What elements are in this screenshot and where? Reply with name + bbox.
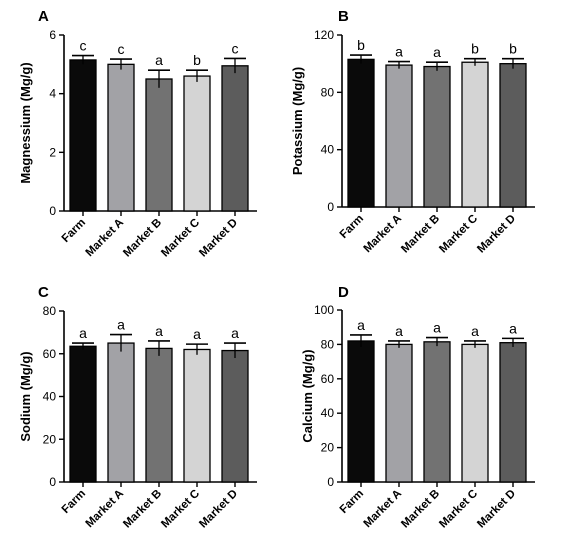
panel-b-significance-letter: a: [433, 44, 441, 60]
panel-b-significance-letter: b: [357, 37, 365, 53]
panel-a-y-tick-label: 6: [49, 28, 56, 42]
panel-c-significance-letter: a: [193, 326, 201, 342]
panel-c-significance-letter: a: [231, 325, 239, 341]
panel-c-bar: [221, 349, 249, 483]
panel-d-bar: [461, 343, 489, 483]
panel-b-significance-letter: b: [471, 41, 479, 57]
panel-c-x-tick-label: Market C: [159, 488, 202, 531]
panel-d-x-tick-label: Market B: [399, 488, 442, 531]
panel-a-bar: [183, 75, 211, 212]
panel-c-y-axis-label: Sodium (Mg/g): [18, 351, 33, 441]
panel-b-bar: [347, 58, 375, 208]
panel-a: A Magnessium (Mg/g) 0 2 4 6 c Farm c Market A a Mar…: [18, 8, 257, 259]
panel-c-bar: [145, 347, 173, 483]
panel-b-significance-letter: a: [395, 44, 403, 60]
panel-b-significance-letter: b: [509, 41, 517, 57]
panel-d-y-tick-label: 60: [321, 372, 335, 386]
panel-b-bar: [385, 64, 413, 208]
panel-a-significance-letter: c: [118, 41, 125, 57]
panel-b-y-tick-label: 40: [321, 143, 335, 157]
panel-a-significance-letter: b: [193, 52, 201, 68]
panel-a-significance-letter: c: [232, 40, 239, 56]
panel-d-significance-letter: a: [395, 323, 403, 339]
panel-a-y-tick-label: 0: [49, 204, 56, 218]
panel-d-x-tick-label: Market A: [362, 488, 405, 531]
panel-b-x-tick-label: Farm: [338, 213, 366, 241]
panel-a-bar: [145, 78, 173, 212]
panel-d-bar: [499, 342, 527, 483]
panel-d-x-tick-label: Market C: [437, 488, 480, 531]
panel-a-x-tick-label: Farm: [60, 217, 88, 245]
panel-d-x-tick-label: Market D: [475, 488, 518, 531]
panel-c-bar: [69, 345, 97, 483]
panel-a-y-tick-label: 4: [49, 87, 56, 101]
panel-c-x-tick-label: Market D: [197, 488, 240, 531]
panel-a-label: A: [38, 8, 49, 25]
panel-d-significance-letter: a: [357, 317, 365, 333]
panel-d-x-tick-label: Farm: [338, 488, 366, 516]
panel-a-y-tick-label: 2: [49, 145, 56, 159]
panel-a-bar: [107, 63, 135, 212]
panel-a-bar: [221, 65, 249, 212]
panel-d-y-tick-label: 40: [321, 406, 335, 420]
panel-d-y-tick-label: 0: [327, 475, 334, 489]
panel-d-y-tick-label: 100: [314, 303, 334, 317]
panel-b-y-tick-label: 80: [321, 85, 335, 99]
panel-d-y-axis-label: Calcium (Mg/g): [300, 349, 315, 442]
panel-a-bar: [69, 59, 97, 212]
panel-b-bar: [461, 61, 489, 208]
panel-b-label: B: [338, 8, 349, 25]
panel-d-significance-letter: a: [433, 320, 441, 336]
panel-c: C Sodium (Mg/g) 0 20 40 60 80 a Farm a Market A a Ma…: [18, 284, 257, 530]
panel-a-x-tick-label: Market C: [159, 217, 202, 260]
panel-b-y-tick-label: 0: [327, 200, 334, 214]
panel-b-x-tick-label: Market C: [437, 213, 480, 256]
panel-d: D Calcium (Mg/g) 0 20 40 60 80 100 a Farm a Market …: [300, 284, 535, 530]
panel-b-bar: [423, 65, 451, 208]
panel-d-bar: [385, 343, 413, 483]
panel-c-x-tick-label: Farm: [60, 488, 88, 516]
panel-d-bar: [423, 341, 451, 483]
panel-b: B Potassium (Mg/g) 0 40 80 120 b Farm a Market A a…: [290, 8, 535, 255]
panel-b-x-tick-label: Market B: [399, 213, 442, 256]
panel-c-x-tick-label: Market B: [121, 488, 164, 531]
panel-a-significance-letter: a: [155, 52, 163, 68]
panel-c-significance-letter: a: [117, 317, 125, 333]
panel-a-y-axis-label: Magnessium (Mg/g): [18, 62, 33, 183]
panel-c-bar: [183, 348, 211, 483]
panel-a-x-tick-label: Market D: [197, 217, 240, 260]
panel-d-bar: [347, 340, 375, 483]
panel-d-y-tick-label: 20: [321, 441, 335, 455]
panel-d-significance-letter: a: [471, 323, 479, 339]
panel-c-y-tick-label: 20: [43, 432, 57, 446]
panel-c-significance-letter: a: [155, 323, 163, 339]
panel-d-label: D: [338, 284, 349, 301]
panel-b-y-axis-label: Potassium (Mg/g): [290, 67, 305, 175]
panel-c-significance-letter: a: [79, 325, 87, 341]
panel-b-bar: [499, 63, 527, 208]
panel-c-y-tick-label: 60: [43, 347, 57, 361]
panel-c-bar: [107, 342, 135, 483]
panel-a-x-tick-label: Market A: [84, 217, 127, 260]
panel-a-significance-letter: c: [80, 38, 87, 54]
panel-b-x-tick-label: Market D: [475, 213, 518, 256]
panel-c-x-tick-label: Market A: [84, 488, 127, 531]
panel-c-y-tick-label: 0: [49, 475, 56, 489]
panel-c-label: C: [38, 284, 49, 301]
panel-b-y-tick-label: 120: [314, 28, 334, 42]
panel-a-x-tick-label: Market B: [121, 217, 164, 260]
panel-c-y-tick-label: 80: [43, 304, 57, 318]
panel-b-x-tick-label: Market A: [362, 213, 405, 256]
panel-d-significance-letter: a: [509, 320, 517, 336]
panel-d-y-tick-label: 80: [321, 337, 335, 351]
panel-c-y-tick-label: 40: [43, 390, 57, 404]
